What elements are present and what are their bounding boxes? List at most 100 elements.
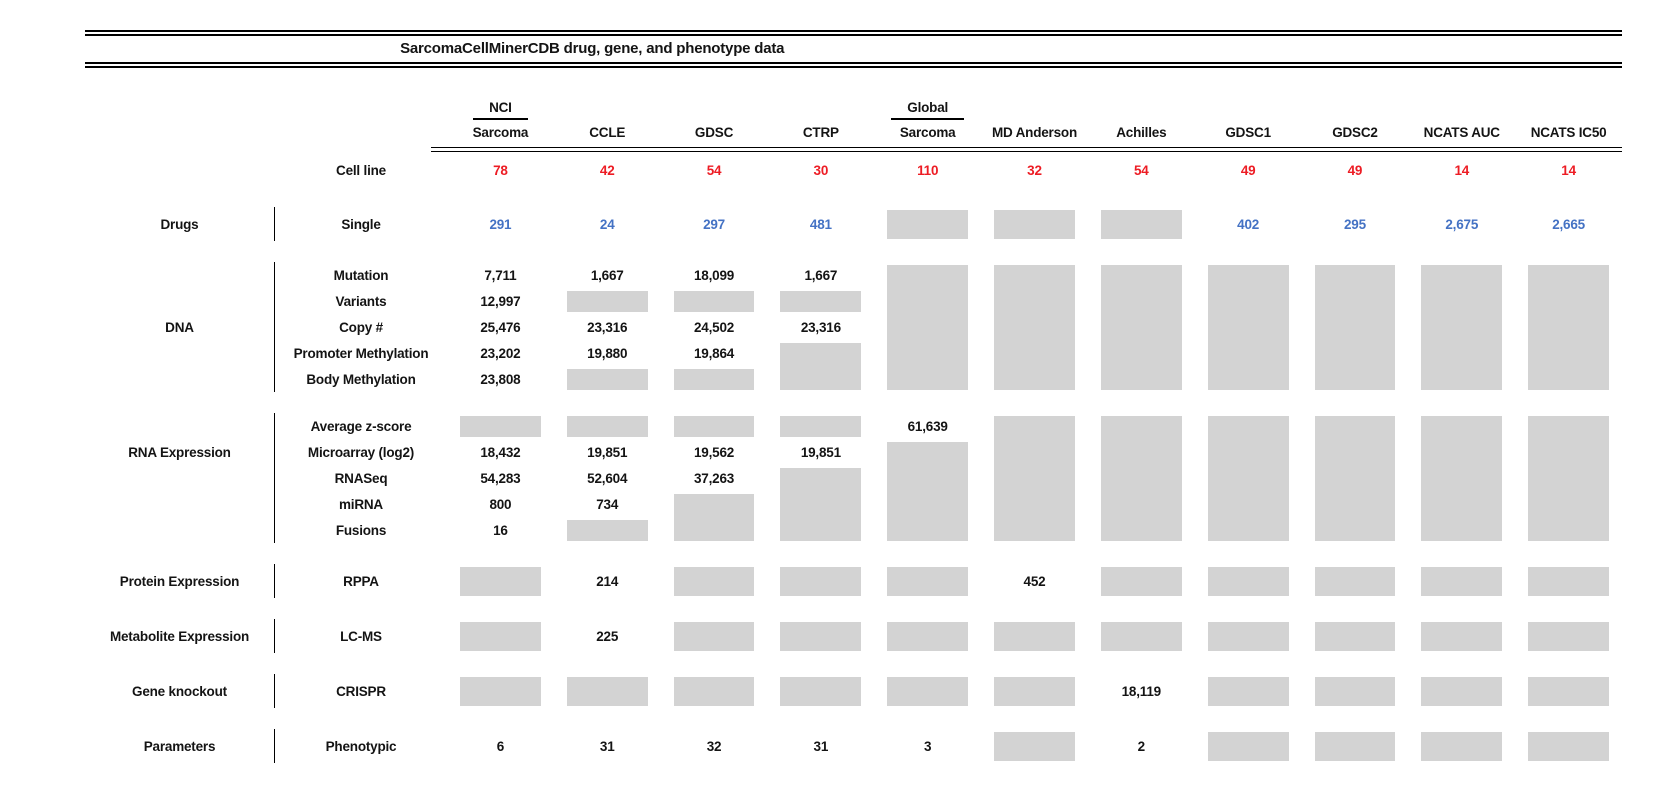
column-header-top: NCI xyxy=(473,94,528,120)
na-box xyxy=(1207,731,1289,761)
column-header-label: GDSC2 xyxy=(1332,125,1378,140)
na-box xyxy=(673,676,755,706)
value-cell: 61,639 xyxy=(907,418,948,434)
na-box xyxy=(1528,415,1609,541)
na-box xyxy=(460,621,541,651)
na-box xyxy=(1314,415,1396,541)
cell-line-count: 78 xyxy=(493,162,508,178)
value-cell: 24,502 xyxy=(693,319,735,335)
na-box xyxy=(1528,731,1609,761)
cell-line-count: 14 xyxy=(1454,162,1470,178)
na-box xyxy=(673,290,755,312)
value-cell: 291 xyxy=(489,216,512,232)
na-box xyxy=(994,209,1075,239)
cell-line-count: 49 xyxy=(1240,162,1256,178)
section-protein-expression: Protein Expression RPPA 214 452 xyxy=(85,564,1622,598)
na-box xyxy=(460,415,541,437)
section-body: Phenotypic 6 31 32 31 3 2 xyxy=(275,729,1622,763)
section-category-label: DNA xyxy=(85,262,275,392)
section-body: Mutation Variants Copy # Promoter Methylati… xyxy=(275,262,1622,392)
na-box xyxy=(460,676,541,706)
cell-line-count: 54 xyxy=(1134,162,1149,178)
value-cell: 18,099 xyxy=(693,267,735,283)
cell-line-count: 14 xyxy=(1561,162,1576,178)
row-label: CRISPR xyxy=(336,683,386,699)
na-box xyxy=(1421,566,1503,596)
value-cell: 18,119 xyxy=(1121,683,1162,699)
row-label: Variants xyxy=(335,293,387,309)
column-header-ncats-ic50: NCATS IC50 xyxy=(1515,94,1622,147)
section-body: LC-MS 225 xyxy=(275,619,1622,653)
column-header-gdsc2: GDSC2 xyxy=(1302,94,1409,147)
na-box xyxy=(994,621,1075,651)
na-box xyxy=(887,676,969,706)
column-header-label: MD Anderson xyxy=(991,125,1078,140)
na-box xyxy=(1528,264,1609,390)
na-box xyxy=(673,621,755,651)
header-double-rule xyxy=(431,147,1622,152)
row-label: Phenotypic xyxy=(325,738,397,754)
na-box xyxy=(1528,566,1609,596)
value-cell: 31 xyxy=(599,738,615,754)
na-box xyxy=(994,676,1075,706)
column-header-top-text: NCI xyxy=(473,100,528,120)
na-box xyxy=(1100,566,1182,596)
value-cell: 225 xyxy=(596,628,619,644)
value-cell: 1,667 xyxy=(804,267,838,283)
column-header-label: NCATS IC50 xyxy=(1530,125,1607,140)
na-box xyxy=(673,415,755,437)
value-cell: 6 xyxy=(496,738,505,754)
na-box xyxy=(1528,621,1609,651)
na-box xyxy=(887,264,969,390)
header-spacer xyxy=(85,94,447,147)
section-gene-knockout: Gene knockout CRISPR 18,119 xyxy=(85,674,1622,708)
na-box xyxy=(780,676,862,706)
value-cell: 19,851 xyxy=(587,444,628,460)
column-header-md-anderson: MD Anderson xyxy=(981,94,1088,147)
value-cell: 214 xyxy=(596,573,619,589)
column-header-ctrp: CTRP xyxy=(767,94,874,147)
title-rule-bottom xyxy=(85,62,1622,68)
row-label: RPPA xyxy=(343,573,379,589)
na-box xyxy=(887,441,969,541)
value-cell: 402 xyxy=(1237,216,1260,232)
na-box xyxy=(1100,415,1182,541)
cell-line-count: 42 xyxy=(599,162,615,178)
section-category-label: Protein Expression xyxy=(85,564,275,598)
column-header-label: Sarcoma xyxy=(472,125,529,140)
title-rule-top xyxy=(85,30,1622,36)
column-header-top-text: Global xyxy=(891,100,965,120)
value-cell: 19,562 xyxy=(693,444,735,460)
figure-content: SarcomaCellMinerCDB drug, gene, and phen… xyxy=(85,30,1622,763)
section-body: Average z-score Microarray (log2) RNASeq mi… xyxy=(275,413,1622,543)
na-box xyxy=(887,209,969,239)
row-label: Mutation xyxy=(333,267,389,283)
value-cell: 23,808 xyxy=(480,371,521,387)
row-label: Body Methylation xyxy=(306,371,416,387)
na-box xyxy=(994,731,1075,761)
section-drugs: Drugs Single 291 24 297 481 402 295 2,675 2,665 xyxy=(85,207,1622,241)
na-box xyxy=(1207,415,1289,541)
na-box xyxy=(1528,676,1609,706)
na-box xyxy=(1207,621,1289,651)
row-label: Copy # xyxy=(339,319,383,335)
value-cell: 25,476 xyxy=(480,319,521,335)
na-box xyxy=(994,415,1075,541)
na-box xyxy=(566,290,648,312)
na-box xyxy=(1207,676,1289,706)
row-label: LC-MS xyxy=(340,628,382,644)
column-headers: NCI Sarcoma CCLE GDSC CTRP Global Sarcoma MD An… xyxy=(85,94,1622,152)
value-cell: 295 xyxy=(1343,216,1366,232)
section-category-label: Parameters xyxy=(85,729,275,763)
na-box xyxy=(673,493,755,541)
value-cell: 23,202 xyxy=(480,345,521,361)
section-category-label: Drugs xyxy=(85,207,275,241)
na-box xyxy=(673,566,755,596)
na-box xyxy=(1421,676,1503,706)
cell-line-row: Cell line 78 42 54 30 110 32 54 49 49 14 14 xyxy=(85,154,1622,186)
value-cell: 734 xyxy=(596,496,619,512)
value-cell: 52,604 xyxy=(587,470,628,486)
cell-line-count: 54 xyxy=(706,162,722,178)
value-cell: 18,432 xyxy=(480,444,521,460)
